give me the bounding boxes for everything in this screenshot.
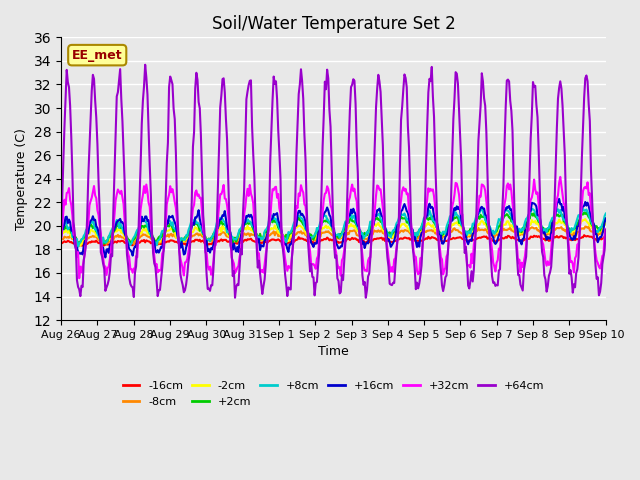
+8cm (288, 227, 296, 232)
+8cm (554, 206, 562, 212)
-8cm (553, 225, 561, 231)
-2cm (363, 230, 371, 236)
+8cm (74, 244, 82, 250)
+16cm (602, 216, 609, 221)
+8cm (502, 205, 509, 211)
-8cm (228, 238, 236, 244)
-8cm (102, 241, 110, 247)
-16cm (288, 239, 296, 244)
X-axis label: Time: Time (318, 345, 349, 359)
-16cm (459, 236, 467, 242)
+2cm (288, 228, 296, 233)
+16cm (57, 235, 65, 240)
Y-axis label: Temperature (C): Temperature (C) (15, 128, 28, 229)
+2cm (459, 223, 467, 229)
+16cm (102, 254, 109, 260)
-16cm (580, 232, 588, 238)
+64cm (554, 96, 562, 101)
+8cm (228, 233, 236, 239)
+16cm (556, 196, 563, 202)
Line: +32cm: +32cm (61, 177, 605, 278)
-16cm (79, 243, 86, 249)
-2cm (57, 232, 65, 238)
-2cm (582, 216, 589, 222)
+32cm (57, 237, 65, 242)
+8cm (389, 228, 397, 233)
Line: +64cm: +64cm (61, 65, 605, 298)
+16cm (553, 201, 561, 207)
+2cm (363, 232, 371, 238)
-2cm (228, 235, 236, 241)
-8cm (57, 237, 65, 242)
-16cm (553, 233, 561, 239)
Text: EE_met: EE_met (72, 48, 122, 61)
+64cm (362, 295, 370, 300)
-2cm (553, 221, 561, 227)
+2cm (57, 228, 65, 234)
+64cm (57, 236, 65, 241)
-8cm (389, 234, 397, 240)
+32cm (459, 212, 467, 217)
+8cm (57, 229, 65, 235)
+8cm (602, 211, 609, 216)
+32cm (363, 268, 371, 274)
+64cm (460, 228, 467, 233)
+16cm (389, 240, 397, 246)
+32cm (602, 227, 609, 232)
Line: +16cm: +16cm (61, 199, 605, 257)
Legend: -16cm, -8cm, -2cm, +2cm, +8cm, +16cm, +32cm, +64cm: -16cm, -8cm, -2cm, +2cm, +8cm, +16cm, +3… (118, 376, 548, 411)
+8cm (459, 224, 467, 229)
-16cm (602, 234, 609, 240)
+32cm (556, 174, 564, 180)
+2cm (553, 213, 561, 218)
-16cm (228, 240, 236, 245)
-8cm (582, 224, 589, 229)
+16cm (228, 242, 236, 248)
+64cm (288, 255, 296, 261)
+64cm (141, 62, 149, 68)
+16cm (363, 240, 371, 246)
+8cm (363, 229, 371, 235)
+2cm (228, 236, 236, 241)
-2cm (389, 235, 397, 240)
-8cm (288, 234, 296, 240)
+16cm (459, 221, 467, 227)
Title: Soil/Water Temperature Set 2: Soil/Water Temperature Set 2 (211, 15, 455, 33)
+64cm (602, 227, 609, 233)
-8cm (363, 236, 371, 242)
-16cm (57, 240, 65, 246)
-8cm (602, 227, 609, 232)
+2cm (389, 230, 397, 236)
+64cm (364, 274, 372, 279)
Line: -2cm: -2cm (61, 219, 605, 246)
+32cm (553, 196, 561, 202)
+32cm (228, 255, 236, 261)
+32cm (76, 276, 83, 281)
-2cm (602, 220, 609, 226)
+16cm (288, 239, 296, 245)
-8cm (459, 231, 467, 237)
-16cm (363, 239, 371, 245)
+64cm (228, 248, 236, 253)
+2cm (602, 216, 609, 221)
Line: -16cm: -16cm (61, 235, 605, 246)
-2cm (288, 234, 296, 240)
+2cm (74, 242, 82, 248)
Line: +2cm: +2cm (61, 213, 605, 245)
-2cm (77, 243, 84, 249)
+32cm (389, 269, 397, 275)
-2cm (459, 226, 467, 232)
Line: +8cm: +8cm (61, 208, 605, 247)
+32cm (288, 254, 296, 260)
-16cm (389, 239, 397, 245)
+64cm (390, 280, 398, 286)
Line: -8cm: -8cm (61, 227, 605, 244)
+2cm (582, 210, 590, 216)
